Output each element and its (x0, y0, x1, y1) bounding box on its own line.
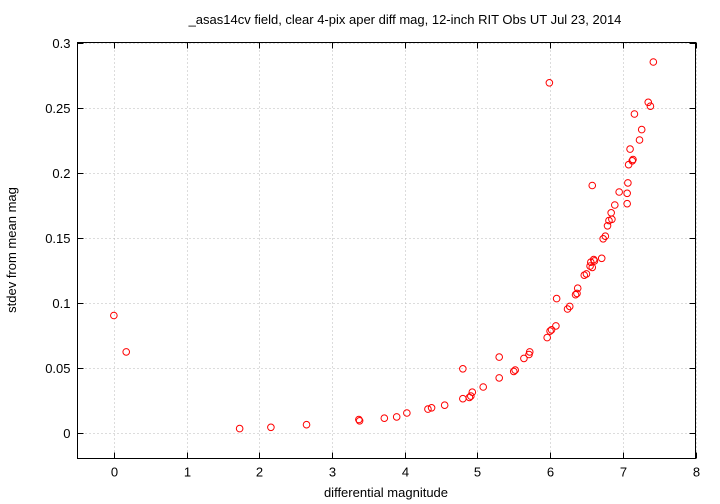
data-point (603, 222, 612, 230)
data-point (110, 311, 118, 320)
data-point (573, 284, 582, 293)
data-point (267, 423, 275, 432)
data-point (543, 333, 551, 342)
x-tick-label: 3 (329, 465, 336, 480)
x-tick-label: 7 (620, 465, 627, 480)
data-point (552, 294, 561, 303)
x-tick-label: 1 (184, 465, 191, 480)
data-point (509, 367, 518, 376)
data-point (646, 102, 655, 110)
y-tick-label: 0.25 (45, 101, 70, 116)
data-point (626, 145, 634, 153)
data-point (427, 404, 436, 412)
data-point (589, 255, 598, 264)
data-point (629, 155, 637, 164)
data-point (424, 405, 432, 413)
x-tick-label: 6 (547, 465, 554, 480)
data-point (588, 181, 597, 190)
data-point (582, 270, 591, 278)
data-point (597, 254, 606, 263)
data-points (110, 58, 658, 433)
data-point (644, 98, 653, 107)
data-point (563, 305, 572, 313)
y-tick-label: 0 (63, 426, 70, 441)
x-tick-label: 0 (111, 465, 118, 480)
x-tick-label: 5 (474, 465, 481, 480)
data-point (588, 263, 597, 272)
y-axis-title: stdev from mean mag (4, 187, 19, 313)
data-point (573, 289, 581, 298)
data-point (565, 302, 574, 311)
x-tick-label: 4 (402, 465, 409, 480)
data-point (586, 262, 594, 270)
data-point (649, 58, 658, 66)
data-point (599, 235, 607, 243)
data-point (392, 413, 401, 421)
data-point (467, 392, 475, 400)
y-tick-label: 0.2 (52, 166, 70, 181)
data-point (571, 290, 580, 299)
data-point (590, 257, 599, 265)
data-point (615, 188, 623, 196)
data-point (495, 374, 503, 382)
data-point (525, 348, 534, 356)
data-point (637, 125, 646, 134)
data-point (403, 409, 411, 417)
data-point (545, 79, 554, 87)
data-point (624, 179, 632, 187)
data-point (628, 157, 637, 165)
grid (77, 42, 697, 459)
x-tick-label: 8 (693, 465, 700, 480)
data-point (468, 388, 477, 397)
plot-frame (77, 42, 696, 459)
data-point (630, 110, 639, 118)
data-point (580, 271, 589, 280)
data-point (511, 366, 519, 374)
data-point (547, 326, 556, 334)
data-point (601, 232, 610, 240)
data-point (380, 414, 389, 423)
axis-ticks: 0 1 2 3 4 5 6 7 8 0 0.05 0.1 0.15 0.2 0.25 0.3 (45, 36, 700, 480)
data-point (235, 424, 244, 433)
data-point (459, 394, 467, 403)
data-point (520, 354, 528, 363)
data-point (302, 420, 311, 429)
data-point (608, 215, 616, 224)
data-point (635, 136, 644, 144)
data-point (479, 383, 487, 391)
data-point (459, 365, 467, 373)
data-point (610, 201, 619, 209)
data-point (495, 353, 503, 361)
data-point (607, 209, 615, 217)
data-point (355, 417, 364, 425)
data-point (623, 189, 631, 198)
data-point (355, 415, 363, 424)
chart-title: _asas14cv field, clear 4-pix aper diff m… (188, 12, 622, 27)
data-point (623, 199, 631, 208)
y-tick-label: 0.05 (45, 361, 70, 376)
x-axis-title: differential magnitude (324, 485, 448, 500)
y-tick-label: 0.1 (52, 296, 70, 311)
data-point (122, 348, 131, 356)
data-point (546, 327, 554, 335)
y-tick-label: 0.3 (52, 36, 70, 51)
y-tick-label: 0.15 (45, 231, 70, 246)
data-point (440, 401, 449, 410)
x-tick-label: 2 (256, 465, 263, 480)
data-point (552, 322, 560, 330)
